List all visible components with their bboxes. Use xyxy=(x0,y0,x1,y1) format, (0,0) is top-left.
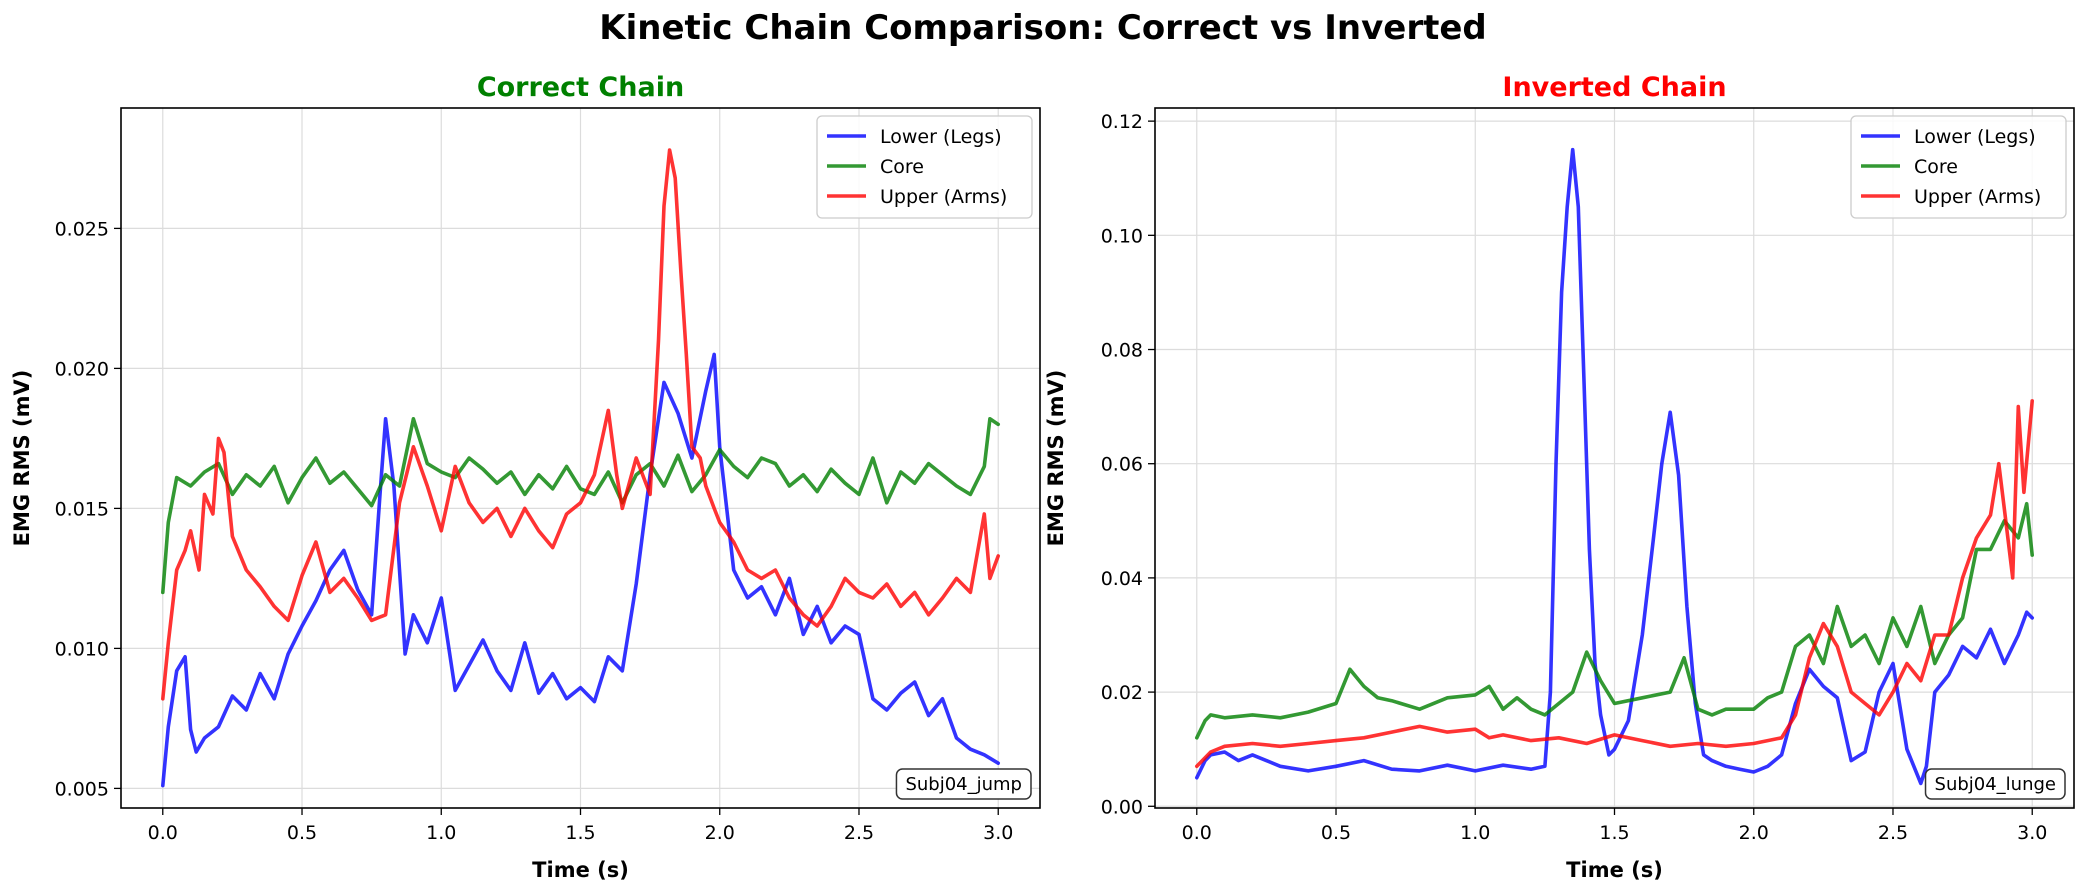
x-tick-label: 1.0 xyxy=(1460,822,1490,844)
y-tick-label: 0.015 xyxy=(55,498,109,520)
annotation-box xyxy=(895,768,1032,800)
series-line-lower-legs xyxy=(161,352,1001,788)
y-tick-label: 0.04 xyxy=(1101,568,1143,590)
x-tick-label: 1.5 xyxy=(1599,822,1629,844)
y-tick-label: 0.08 xyxy=(1101,340,1143,362)
legend-label: Lower (Legs) xyxy=(1914,126,2036,148)
figure-title: Kinetic Chain Comparison: Correct vs Inv… xyxy=(599,8,1487,48)
y-tick-label: 0.12 xyxy=(1101,111,1143,133)
x-tick-label: 3.0 xyxy=(983,822,1013,844)
y-tick-label: 0.020 xyxy=(55,358,109,380)
y-tick-label: 0.010 xyxy=(55,638,109,660)
x-axis-label: Time (s) xyxy=(532,858,629,882)
subplot-title: Correct Chain xyxy=(477,72,684,103)
x-tick-label: 0.0 xyxy=(148,822,178,844)
legend-label: Core xyxy=(1914,156,1958,178)
x-axis-label: Time (s) xyxy=(1566,858,1663,882)
x-tick-label: 0.5 xyxy=(287,822,317,844)
y-axis-label: EMG RMS (mV) xyxy=(10,370,34,547)
x-tick-label: 2.5 xyxy=(1878,822,1908,844)
subplot-title: Inverted Chain xyxy=(1502,72,1726,103)
y-tick-label: 0.10 xyxy=(1101,225,1143,247)
y-tick-label: 0.025 xyxy=(55,218,109,240)
x-tick-label: 2.0 xyxy=(705,822,735,844)
annotation-box xyxy=(1924,768,2066,800)
annotation-label: Subj04_lunge xyxy=(1935,774,2056,795)
series-line-core xyxy=(161,416,1001,595)
x-tick-label: 3.0 xyxy=(2017,822,2047,844)
y-tick-label: 0.00 xyxy=(1101,796,1143,818)
x-tick-label: 0.0 xyxy=(1182,822,1212,844)
series-line-core xyxy=(1195,501,2034,740)
legend-label: Upper (Arms) xyxy=(1914,186,2041,208)
x-tick-label: 1.5 xyxy=(565,822,595,844)
legend-label: Upper (Arms) xyxy=(880,186,1007,208)
x-tick-label: 0.5 xyxy=(1321,822,1351,844)
chart-inverted-chain: 0.0 0.5 1.0 1.5 2.0 2.5 3.0 0.00 0.02 0.04 0.06 0.0… xyxy=(1044,72,2075,882)
x-tick-label: 1.0 xyxy=(426,822,456,844)
y-tick-label: 0.005 xyxy=(55,778,109,800)
series-line-upper-arms xyxy=(1195,399,2034,769)
legend-label: Lower (Legs) xyxy=(880,126,1002,148)
chart-correct-chain: 0.0 0.5 1.0 1.5 2.0 2.5 3.0 0.005 0.010 0.015 0.02… xyxy=(10,72,1041,882)
legend-box xyxy=(1850,115,2067,219)
series-line-upper-arms xyxy=(161,148,1001,701)
annotation-label: Subj04_jump xyxy=(905,774,1022,795)
y-tick-label: 0.06 xyxy=(1101,454,1143,476)
y-tick-label: 0.02 xyxy=(1101,682,1143,704)
x-tick-label: 2.0 xyxy=(1739,822,1769,844)
x-tick-label: 2.5 xyxy=(844,822,874,844)
y-axis-label: EMG RMS (mV) xyxy=(1044,370,1068,547)
legend-label: Core xyxy=(880,156,924,178)
legend-box xyxy=(816,115,1033,219)
series-line-lower-legs xyxy=(1195,147,2034,786)
